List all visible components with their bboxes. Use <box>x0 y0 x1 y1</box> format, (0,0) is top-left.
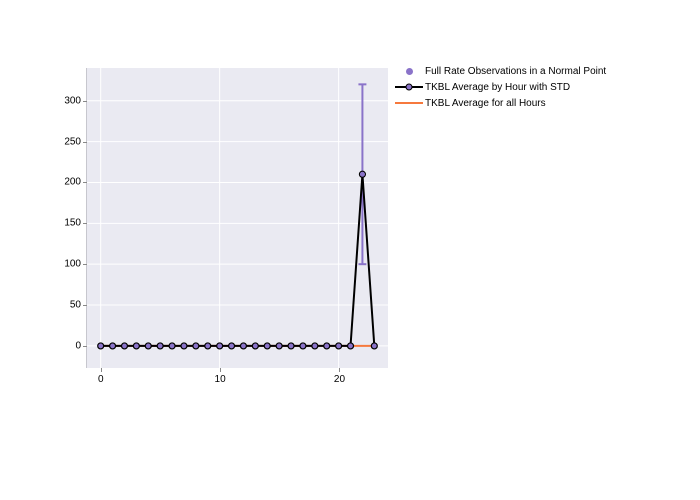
legend-marker <box>395 80 423 94</box>
plot-svg <box>87 68 388 368</box>
y-tick-label: 300 <box>64 95 81 106</box>
x-tick-label: 0 <box>98 374 104 385</box>
legend-marker <box>395 64 423 78</box>
legend-marker <box>395 96 423 110</box>
x-tick-label: 20 <box>334 374 345 385</box>
y-tick-label: 50 <box>70 300 81 311</box>
y-tick-label: 100 <box>64 259 81 270</box>
y-tick-label: 0 <box>75 340 81 351</box>
chart-container: 01020050100150200250300 Full Rate Observ… <box>0 0 700 500</box>
y-tick-label: 200 <box>64 177 81 188</box>
legend-item: TKBL Average by Hour with STD <box>395 79 606 95</box>
legend-label: TKBL Average by Hour with STD <box>425 82 570 93</box>
plot-area: 01020050100150200250300 <box>86 68 388 368</box>
x-tick-label: 10 <box>215 374 226 385</box>
y-tick-label: 150 <box>64 218 81 229</box>
y-tick-label: 250 <box>64 136 81 147</box>
legend-item: TKBL Average for all Hours <box>395 95 606 111</box>
legend-label: Full Rate Observations in a Normal Point <box>425 66 606 77</box>
legend: Full Rate Observations in a Normal Point… <box>395 63 606 111</box>
legend-label: TKBL Average for all Hours <box>425 98 546 109</box>
legend-item: Full Rate Observations in a Normal Point <box>395 63 606 79</box>
